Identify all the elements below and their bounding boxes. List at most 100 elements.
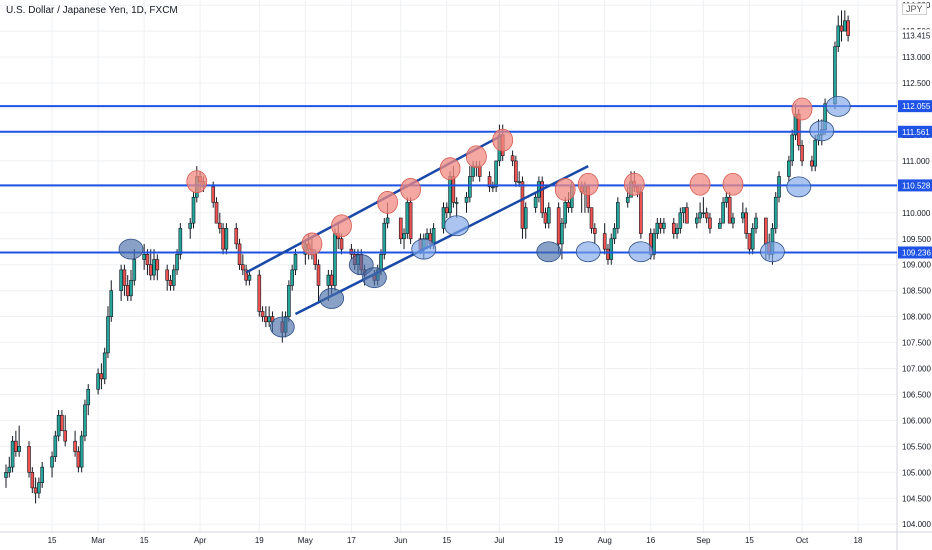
candle — [264, 306, 268, 327]
resistance-marker — [689, 172, 711, 196]
candle-body — [750, 228, 755, 250]
candle-body — [17, 446, 21, 452]
candle — [464, 192, 469, 213]
candle-body — [454, 202, 459, 204]
candle — [7, 456, 12, 478]
candle-body — [701, 212, 706, 215]
x-tick-label: Mar — [91, 536, 105, 545]
candle-body — [152, 259, 156, 276]
candle — [155, 254, 160, 281]
resistance-marker — [492, 128, 514, 152]
candle-body — [655, 222, 660, 234]
candle-body — [40, 466, 44, 483]
candle — [487, 171, 492, 193]
candle — [843, 10, 847, 32]
level-price-bg — [898, 179, 932, 192]
candle-body — [609, 238, 614, 260]
candle-body — [56, 414, 61, 437]
candle — [50, 451, 54, 478]
y-tick-label: 106.000 — [902, 416, 931, 425]
candle-body — [606, 248, 610, 260]
candle — [237, 238, 242, 270]
candle — [188, 217, 193, 239]
resistance-marker — [439, 157, 461, 181]
candle — [675, 223, 679, 239]
x-tick-label: 19 — [554, 536, 563, 545]
candle — [773, 192, 778, 234]
support-marker — [444, 215, 470, 237]
candle — [4, 464, 8, 488]
candle-body — [221, 228, 225, 250]
support-marker — [760, 241, 785, 263]
candle — [609, 233, 614, 265]
candle — [721, 197, 725, 224]
x-tick-label: Apr — [194, 536, 207, 545]
candle — [491, 181, 495, 193]
currency-badge[interactable]: JPY — [902, 3, 927, 15]
candle-body — [589, 207, 594, 229]
candle — [96, 368, 100, 395]
x-tick-label: Oct — [796, 536, 809, 545]
candle — [241, 254, 245, 276]
candle-body — [109, 290, 114, 317]
candle-body — [671, 222, 676, 234]
support-marker — [118, 238, 144, 260]
candle — [63, 415, 68, 447]
candle — [234, 223, 239, 250]
candle-body — [218, 222, 222, 229]
level-price-text: 112.055 — [902, 102, 931, 111]
candle-body — [520, 181, 525, 229]
candle — [33, 477, 38, 504]
candle — [73, 430, 77, 457]
y-tick-label: 108.000 — [902, 313, 931, 322]
candle — [727, 192, 732, 224]
candle — [53, 430, 58, 462]
candle-body — [60, 414, 64, 432]
support-marker — [319, 288, 345, 309]
candle-body — [313, 254, 318, 266]
candle — [27, 441, 31, 478]
candle-body — [33, 487, 38, 494]
x-tick-label: 15 — [745, 536, 754, 545]
candle-body — [132, 259, 137, 281]
candle — [520, 176, 525, 239]
y-tick-label: 112.500 — [902, 79, 931, 88]
candle — [214, 197, 219, 224]
candle-body — [175, 254, 179, 271]
candle-body — [444, 207, 449, 214]
candle-body — [86, 388, 91, 406]
candle — [37, 477, 41, 499]
candle — [606, 243, 610, 265]
candle — [602, 223, 607, 255]
candle — [658, 217, 663, 234]
candle-body — [76, 451, 81, 468]
candle-body — [724, 196, 729, 203]
candle — [839, 10, 844, 42]
resistance-marker — [377, 191, 398, 214]
candle — [616, 197, 620, 234]
candle — [99, 363, 104, 390]
level-price-text: 111.561 — [902, 128, 930, 137]
candle-body — [441, 207, 446, 229]
candle — [148, 249, 153, 281]
candle — [165, 264, 169, 291]
candle-body — [224, 228, 229, 250]
candle-body — [451, 176, 456, 203]
candle-body — [846, 20, 850, 36]
candle-body — [727, 196, 732, 224]
candle — [83, 399, 87, 442]
y-tick-label: 107.500 — [902, 339, 931, 348]
candle-body — [83, 404, 87, 437]
candle — [17, 425, 21, 457]
candle-body — [257, 274, 262, 312]
candle-body — [267, 316, 271, 323]
grid — [0, 0, 897, 532]
resistance-marker — [331, 214, 352, 238]
horizontal-levels[interactable] — [0, 105, 897, 254]
level-price-bg — [898, 246, 932, 259]
candle-body — [698, 212, 702, 219]
candle — [398, 217, 403, 244]
trend-lines[interactable] — [245, 133, 589, 316]
